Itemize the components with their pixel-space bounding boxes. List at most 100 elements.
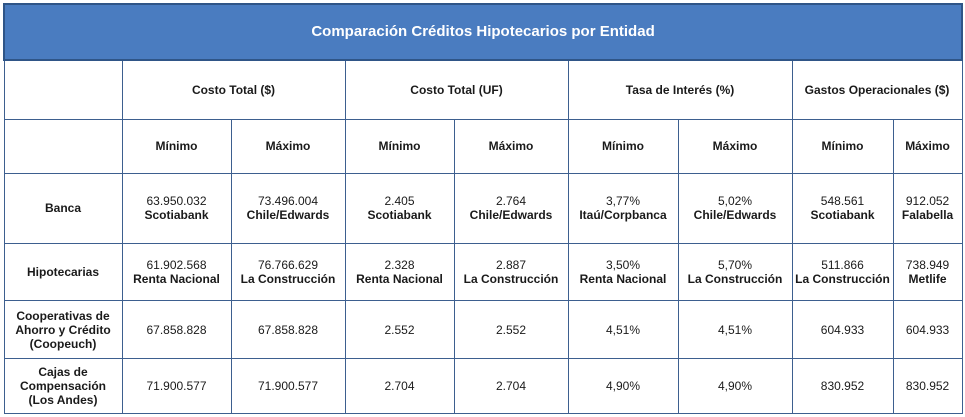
group-header-costo-total-uf: Costo Total (UF) [344, 59, 569, 121]
cell-value: 604.933 [820, 322, 865, 337]
cell-entity: Renta Nacional [356, 272, 443, 287]
cell-entity: Renta Nacional [579, 272, 667, 287]
data-cell: 2.552 [453, 299, 569, 360]
cell-value: 61.902.568 [146, 258, 207, 273]
cell-entity: Scotiabank [144, 208, 209, 223]
cell-entity: Chile/Edwards [246, 208, 330, 223]
comparison-table-container: Comparación Créditos Hipotecarios por En… [2, 3, 964, 414]
cell-value: 5,70% [717, 258, 753, 273]
data-cell: 73.496.004 Chile/Edwards [230, 172, 346, 245]
table-title: Comparación Créditos Hipotecarios por En… [2, 3, 964, 61]
cell-value: 3,50% [605, 258, 641, 273]
cell-value: 76.766.629 [257, 258, 319, 273]
cell-value: 2.887 [495, 258, 527, 273]
cell-value: 2.704 [495, 379, 527, 394]
cell-value: 912.052 [905, 194, 950, 209]
cell-value: 548.561 [820, 194, 865, 209]
data-cell: 2.764 Chile/Edwards [453, 172, 569, 245]
group-header-tasa-interes: Tasa de Interés (%) [567, 59, 793, 121]
table-row-cooperativas: Cooperativas de Ahorro y Crédito (Coopeu… [3, 299, 963, 360]
cell-entity: Falabella [901, 208, 954, 223]
cell-value: 2.704 [384, 379, 415, 394]
data-cell: 71.900.577 [230, 358, 346, 414]
subheader-minimo: Mínimo [567, 119, 679, 174]
cell-entity: La Construcción [795, 272, 890, 287]
table-row-cajas-compensacion: Cajas de Compensación (Los Andes) 71.900… [3, 358, 963, 414]
data-cell: 63.950.032 Scotiabank [121, 172, 232, 245]
subheader-maximo: Máximo [453, 119, 569, 174]
data-cell: 67.858.828 [230, 299, 346, 360]
cell-value: 67.858.828 [146, 322, 207, 337]
cell-entity: Renta Nacional [133, 272, 220, 287]
data-cell: 4,51% [567, 299, 679, 360]
cell-value: 3,77% [605, 194, 641, 209]
subheader-maximo: Máximo [230, 119, 346, 174]
cell-entity: La Construcción [463, 272, 559, 287]
comparison-table: Comparación Créditos Hipotecarios por En… [2, 3, 964, 414]
subheader-minimo: Mínimo [791, 119, 894, 174]
data-cell: 4,90% [677, 358, 793, 414]
cell-entity: Chile/Edwards [469, 208, 553, 223]
row-label: Cooperativas de Ahorro y Crédito (Coopeu… [3, 299, 123, 360]
data-cell: 548.561 Scotiabank [791, 172, 894, 245]
corner-cell [3, 59, 123, 121]
table-row-banca: Banca 63.950.032 Scotiabank 73.496.004 Chi… [3, 172, 963, 245]
data-cell: 511.866 La Construcción [791, 243, 894, 301]
cell-value: 5,02% [717, 194, 753, 209]
cell-entity: Chile/Edwards [693, 208, 777, 223]
cell-entity: Scotiabank [810, 208, 875, 223]
cell-value: 2.552 [495, 322, 527, 337]
cell-entity: La Construcción [240, 272, 336, 287]
data-cell: 76.766.629 La Construcción [230, 243, 346, 301]
data-cell: 5,02% Chile/Edwards [677, 172, 793, 245]
cell-value: 63.950.032 [146, 194, 207, 209]
data-cell: 912.052 Falabella [892, 172, 963, 245]
cell-entity: Scotiabank [367, 208, 432, 223]
data-cell: 2.552 [344, 299, 455, 360]
cell-value: 604.933 [905, 322, 950, 337]
row-label: Cajas de Compensación (Los Andes) [3, 358, 123, 414]
subheader-minimo: Mínimo [121, 119, 232, 174]
corner-cell [3, 119, 123, 174]
data-cell: 4,90% [567, 358, 679, 414]
cell-entity: La Construcción [687, 272, 783, 287]
cell-value: 71.900.577 [257, 379, 319, 394]
cell-entity: Metlife [908, 272, 947, 287]
subheader-maximo: Máximo [677, 119, 793, 174]
cell-value: 830.952 [905, 379, 950, 394]
cell-value: 71.900.577 [146, 379, 207, 394]
cell-value: 830.952 [820, 379, 865, 394]
data-cell: 3,77% Itaú/Corpbanca [567, 172, 679, 245]
data-cell: 830.952 [791, 358, 894, 414]
data-cell: 830.952 [892, 358, 963, 414]
group-header-gastos-operacionales: Gastos Operacionales ($) [791, 59, 963, 121]
data-cell: 67.858.828 [121, 299, 232, 360]
table-row-hipotecarias: Hipotecarias 61.902.568 Renta Nacional 76… [3, 243, 963, 301]
group-header-costo-total-pesos: Costo Total ($) [121, 59, 346, 121]
cell-value: 4,51% [605, 322, 641, 337]
data-cell: 61.902.568 Renta Nacional [121, 243, 232, 301]
data-cell: 2.328 Renta Nacional [344, 243, 455, 301]
cell-entity: Itaú/Corpbanca [579, 208, 667, 223]
cell-value: 2.328 [384, 258, 415, 273]
data-cell: 2.405 Scotiabank [344, 172, 455, 245]
data-cell: 4,51% [677, 299, 793, 360]
cell-value: 738.949 [905, 258, 950, 273]
cell-value: 67.858.828 [257, 322, 319, 337]
data-cell: 3,50% Renta Nacional [567, 243, 679, 301]
row-label: Hipotecarias [3, 243, 123, 301]
cell-value: 4,51% [717, 322, 753, 337]
cell-value: 2.405 [384, 194, 415, 209]
cell-value: 511.866 [821, 258, 864, 273]
data-cell: 738.949 Metlife [892, 243, 963, 301]
data-cell: 604.933 [892, 299, 963, 360]
subheader-maximo: Máximo [892, 119, 963, 174]
data-cell: 71.900.577 [121, 358, 232, 414]
row-label: Banca [3, 172, 123, 245]
data-cell: 2.704 [344, 358, 455, 414]
data-cell: 2.887 La Construcción [453, 243, 569, 301]
subheader-minimo: Mínimo [344, 119, 455, 174]
cell-value: 2.764 [495, 194, 527, 209]
cell-value: 2.552 [384, 322, 415, 337]
data-cell: 604.933 [791, 299, 894, 360]
